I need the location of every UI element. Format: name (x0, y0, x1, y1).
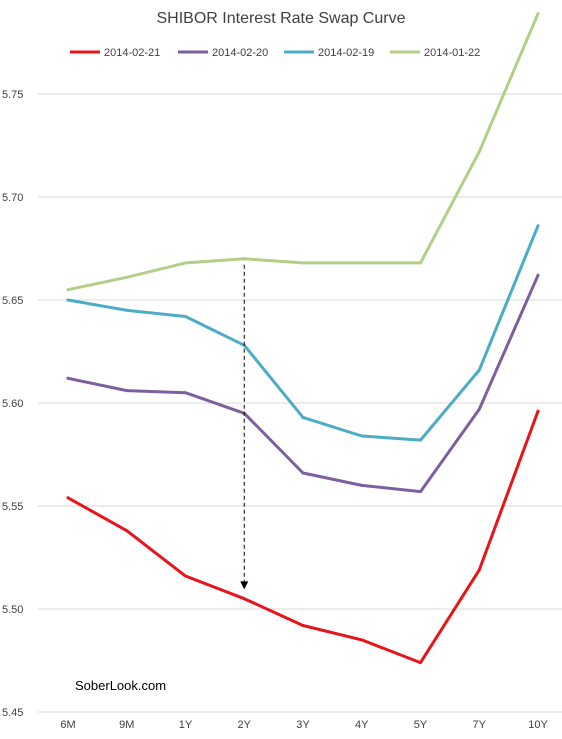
data-point (477, 407, 481, 411)
data-point (419, 490, 422, 494)
data-point (419, 261, 422, 265)
data-point (360, 638, 364, 642)
data-point (66, 288, 70, 292)
series-lines (66, 12, 540, 665)
y-tick-label: 5.75 (2, 89, 23, 101)
legend-label: 2014-02-20 (212, 47, 268, 59)
data-point (360, 261, 364, 265)
data-point (184, 574, 187, 578)
data-point (184, 391, 187, 395)
data-point (125, 275, 129, 279)
y-tick-label: 5.50 (2, 604, 23, 616)
legend-label: 2014-01-22 (424, 47, 480, 59)
legend-label: 2014-02-21 (104, 47, 160, 59)
x-tick-label: 1Y (179, 719, 193, 731)
data-point (536, 12, 540, 16)
y-tick-label: 5.55 (2, 501, 23, 513)
y-tick-label: 5.60 (2, 398, 23, 410)
x-tick-label: 2Y (238, 719, 252, 731)
x-tick-label: 5Y (414, 719, 428, 731)
data-point (360, 483, 364, 487)
legend: 2014-02-21 2014-02-20 2014-02-19 2014-01-22 (70, 47, 480, 59)
x-tick-label: 3Y (296, 719, 310, 731)
data-point (477, 150, 481, 154)
series-line-2014-02-19 (66, 224, 540, 442)
data-point (242, 597, 246, 601)
data-point (536, 409, 540, 413)
data-point (125, 308, 129, 312)
x-tick-label: 6M (60, 719, 75, 731)
legend-label: 2014-02-19 (318, 47, 374, 59)
chart-title: SHIBOR Interest Rate Swap Curve (157, 10, 406, 27)
x-tick-label: 4Y (355, 719, 369, 731)
data-point (301, 415, 305, 419)
data-point (301, 471, 305, 475)
data-point (360, 434, 364, 438)
data-point (536, 224, 540, 228)
data-point (419, 438, 422, 442)
x-tick-label: 10Y (528, 719, 548, 731)
x-tick-label: 7Y (473, 719, 487, 731)
data-point (301, 261, 305, 265)
annotations (240, 264, 249, 590)
data-point (125, 389, 129, 393)
y-tick-label: 5.65 (2, 295, 23, 307)
data-point (184, 314, 187, 318)
data-point (242, 257, 246, 261)
data-point (477, 368, 481, 372)
watermark: SoberLook.com (75, 678, 166, 693)
y-tick-label: 5.70 (2, 192, 23, 204)
data-point (477, 568, 481, 572)
data-point (66, 376, 70, 380)
data-point (419, 661, 422, 665)
data-point (301, 623, 305, 627)
gridlines (38, 93, 562, 713)
x-tick-label: 9M (119, 719, 134, 731)
y-axis-ticks: 5.45 5.50 5.55 5.60 5.65 5.70 5.75 (2, 89, 23, 719)
y-tick-label: 5.45 (2, 707, 23, 719)
data-point (125, 529, 129, 533)
arrow-head (240, 581, 249, 590)
data-point (184, 261, 187, 265)
data-point (536, 273, 540, 277)
x-axis-ticks: 6M 9M 1Y 2Y 3Y 4Y 5Y 7Y 10Y (60, 719, 548, 731)
data-point (66, 496, 70, 500)
data-point (66, 298, 70, 302)
